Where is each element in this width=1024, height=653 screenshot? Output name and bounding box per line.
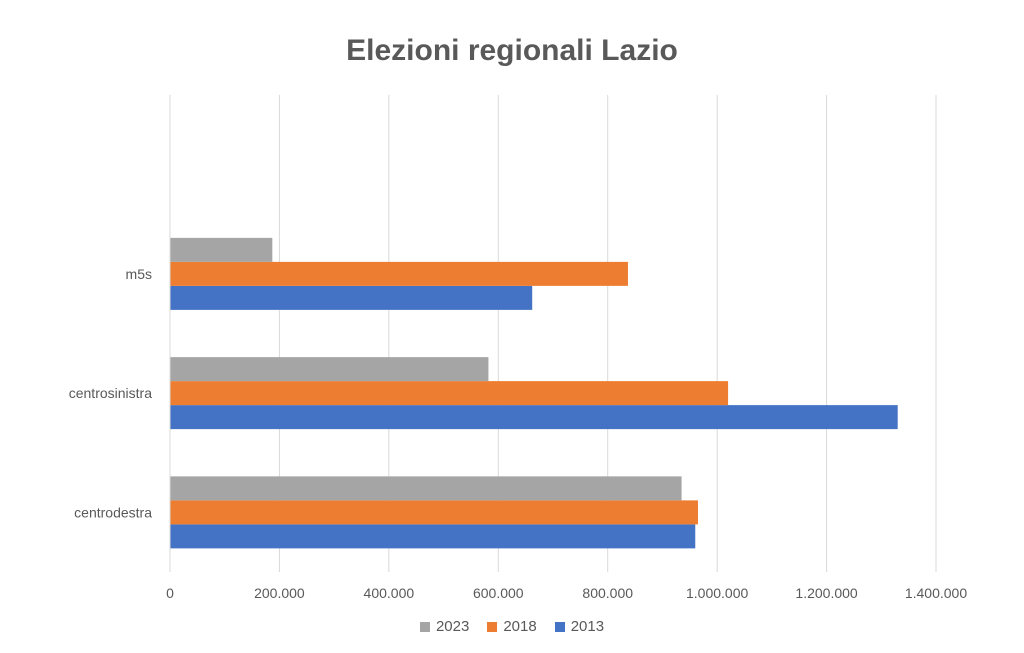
y-category-label: m5s	[126, 266, 152, 282]
legend-item: 2023	[419, 618, 470, 635]
bar-2023-m5s	[170, 237, 273, 262]
x-tick-label: 800.000	[582, 585, 633, 601]
legend-swatch	[419, 621, 430, 632]
bar-2018-centrodestra	[170, 500, 698, 525]
legend-label: 2018	[503, 618, 537, 635]
legend-item: 2018	[487, 618, 537, 635]
legend-label: 2023	[435, 618, 470, 635]
x-tick-label: 600.000	[473, 585, 524, 601]
chart-title: Elezioni regionali Lazio	[346, 34, 678, 67]
bar-2013-m5s	[170, 285, 533, 310]
legend-swatch	[554, 621, 565, 632]
bar-2013-centrosinistra	[170, 405, 898, 430]
bar-2018-centrosinistra	[170, 381, 729, 406]
x-tick-label: 400.000	[364, 585, 415, 601]
x-tick-label: 1.000.000	[686, 585, 748, 601]
legend-item: 2013	[554, 618, 605, 635]
bar-2023-centrosinistra	[170, 357, 489, 382]
x-tick-label: 0	[166, 585, 174, 601]
y-category-label: centrodestra	[74, 504, 152, 520]
x-tick-label: 1.400.000	[905, 585, 967, 601]
bar-2018-m5s	[170, 261, 628, 286]
y-category-label: centrosinistra	[69, 385, 152, 401]
legend: 2023 2018 2013	[0, 618, 1024, 635]
bar-2023-centrodestra	[170, 476, 682, 501]
x-tick-label: 1.200.000	[795, 585, 857, 601]
legend-swatch	[487, 621, 498, 632]
bar-2013-centrodestra	[170, 524, 696, 549]
legend-label: 2013	[570, 618, 605, 635]
x-tick-label: 200.000	[254, 585, 305, 601]
